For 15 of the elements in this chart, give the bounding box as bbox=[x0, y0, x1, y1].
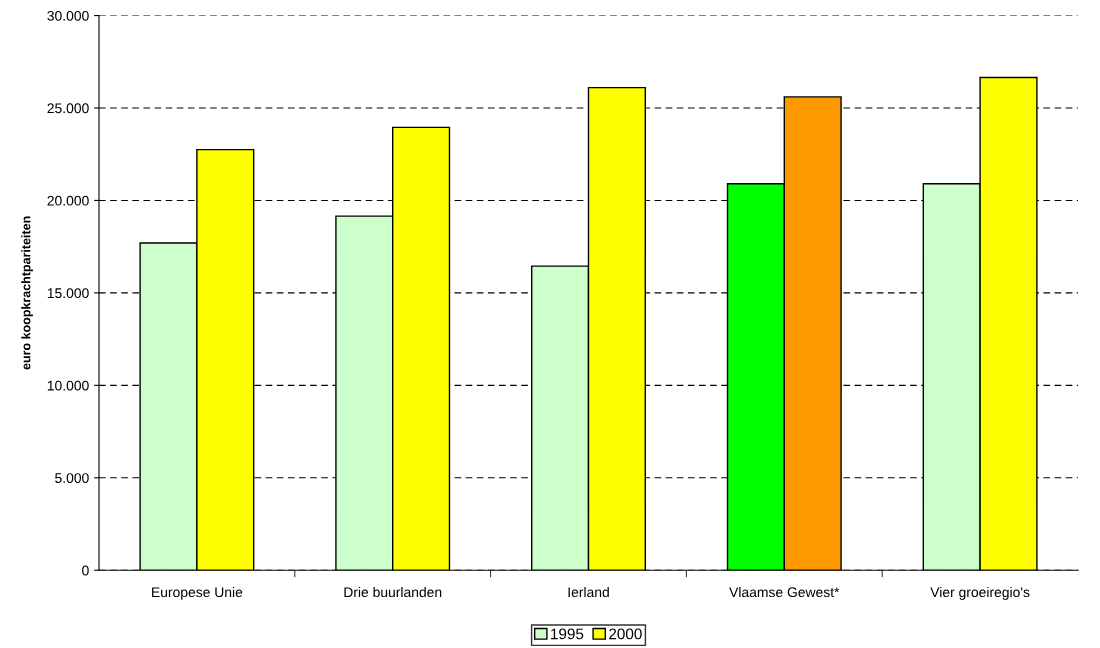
legend-label: 2000 bbox=[609, 628, 642, 640]
x-tick-label: Europese Unie bbox=[152, 586, 243, 600]
y-tick-label: 10.000 bbox=[47, 380, 89, 391]
x-tick-label: Drie buurlanden bbox=[344, 586, 442, 598]
y-axis-title: euro koopkrachtpariteiten bbox=[21, 216, 33, 370]
y-tick-label: 15.000 bbox=[47, 288, 89, 299]
y-tick-label: 0 bbox=[82, 565, 89, 576]
y-tick-label: 30.000 bbox=[47, 10, 89, 21]
y-tick-label: 20.000 bbox=[47, 195, 89, 206]
legend-label: 1995 bbox=[551, 628, 584, 640]
y-tick-label: 25.000 bbox=[47, 103, 89, 114]
x-tick-label: Vier groeiregio's bbox=[930, 586, 1030, 600]
y-tick-label: 5.000 bbox=[55, 473, 89, 483]
x-tick-label: Vlaamse Gewest* bbox=[729, 586, 840, 598]
x-tick-label: Ierland bbox=[568, 586, 609, 598]
